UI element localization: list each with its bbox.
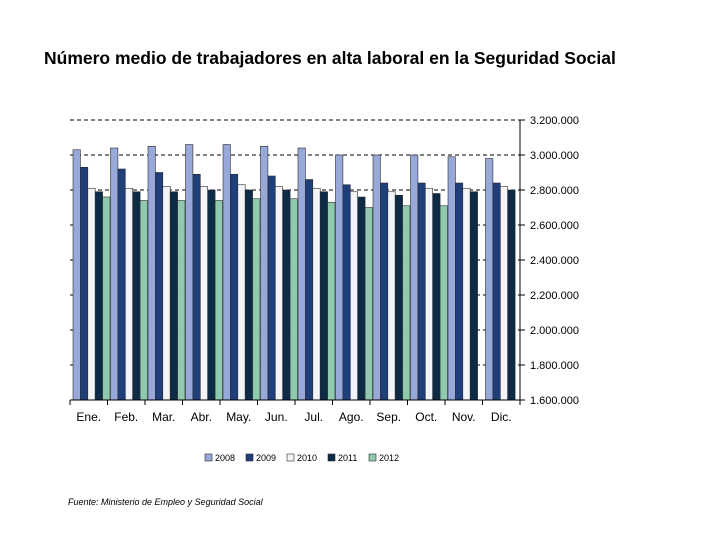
x-tick-label: Dic. (491, 410, 512, 424)
bar (499, 186, 508, 401)
bar (222, 144, 231, 401)
bar (364, 207, 373, 401)
bar (139, 200, 148, 401)
x-tick-label: Sep. (376, 410, 401, 424)
legend-label: 2009 (256, 453, 276, 463)
bar (305, 179, 314, 401)
y-tick-label: 1.800.000 (530, 360, 579, 372)
y-tick-label: 2.800.000 (530, 185, 579, 197)
legend-swatch (245, 453, 254, 462)
x-tick-label: Mar. (152, 410, 175, 424)
bar (327, 201, 336, 401)
y-tick-label: 2.600.000 (530, 220, 579, 232)
bar (439, 205, 448, 401)
bar (177, 200, 186, 401)
legend-label: 2012 (379, 453, 399, 463)
bar (185, 144, 194, 401)
y-tick-label: 2.400.000 (530, 255, 579, 267)
bar (110, 147, 119, 401)
x-tick-label: Ene. (76, 410, 101, 424)
bar (485, 158, 494, 401)
x-tick-label: Jul. (304, 410, 323, 424)
bar (417, 182, 426, 401)
x-tick-label: Jun. (265, 410, 288, 424)
bar (349, 191, 358, 401)
bar (462, 187, 471, 401)
legend-swatch (327, 453, 336, 462)
bar (357, 196, 366, 401)
bar (394, 194, 403, 401)
x-tick-label: Ago. (339, 410, 364, 424)
bar (87, 187, 96, 401)
bar (372, 154, 381, 401)
bar (192, 173, 201, 401)
bar (432, 193, 441, 401)
bar (492, 182, 501, 401)
bar (252, 198, 261, 401)
x-tick-label: Abr. (191, 410, 212, 424)
legend-label: 2011 (338, 453, 357, 463)
legend-label: 2010 (297, 453, 317, 463)
bar (72, 149, 81, 401)
bar (312, 187, 321, 401)
bar (230, 173, 239, 401)
bar (469, 191, 478, 401)
y-tick-label: 3.000.000 (530, 150, 579, 162)
source-note: Fuente: Ministerio de Empleo y Seguridad… (68, 497, 263, 507)
bar (507, 189, 516, 401)
bar (380, 182, 389, 401)
bar (80, 166, 89, 401)
x-tick-label: May. (226, 410, 251, 424)
chart-title: Número medio de trabajadores en alta lab… (44, 48, 616, 68)
legend-swatch (204, 453, 213, 462)
bar (387, 191, 396, 401)
y-tick-label: 2.200.000 (530, 290, 579, 302)
y-tick-label: 1.600.000 (530, 395, 579, 407)
bar (244, 189, 253, 401)
x-tick-label: Nov. (452, 410, 476, 424)
x-tick-label: Feb. (114, 410, 138, 424)
bar (94, 191, 103, 401)
bar (410, 154, 419, 401)
bar (260, 145, 269, 401)
bar (402, 205, 411, 401)
x-tick-label: Oct. (415, 410, 437, 424)
bar (214, 200, 223, 401)
bar (274, 186, 283, 401)
bar (424, 187, 433, 401)
legend-swatch (368, 453, 377, 462)
bar (155, 172, 164, 401)
bar (335, 154, 344, 401)
y-tick-label: 3.200.000 (530, 115, 579, 127)
bar (147, 145, 156, 401)
bar (207, 189, 216, 401)
bar (237, 184, 246, 401)
y-tick-label: 2.000.000 (530, 325, 579, 337)
bar (289, 198, 298, 401)
bar (455, 182, 464, 401)
bar (132, 191, 141, 401)
bar (447, 156, 456, 401)
bar (102, 196, 111, 401)
legend-swatch (286, 453, 295, 462)
bar (169, 191, 178, 401)
bar (319, 191, 328, 401)
bar (267, 175, 276, 401)
bar (342, 184, 351, 401)
bar (117, 168, 126, 401)
bar (162, 186, 171, 401)
bar (200, 186, 209, 401)
bar (282, 189, 291, 401)
legend-label: 2008 (215, 453, 235, 463)
bar (125, 187, 134, 401)
bar (297, 147, 306, 401)
